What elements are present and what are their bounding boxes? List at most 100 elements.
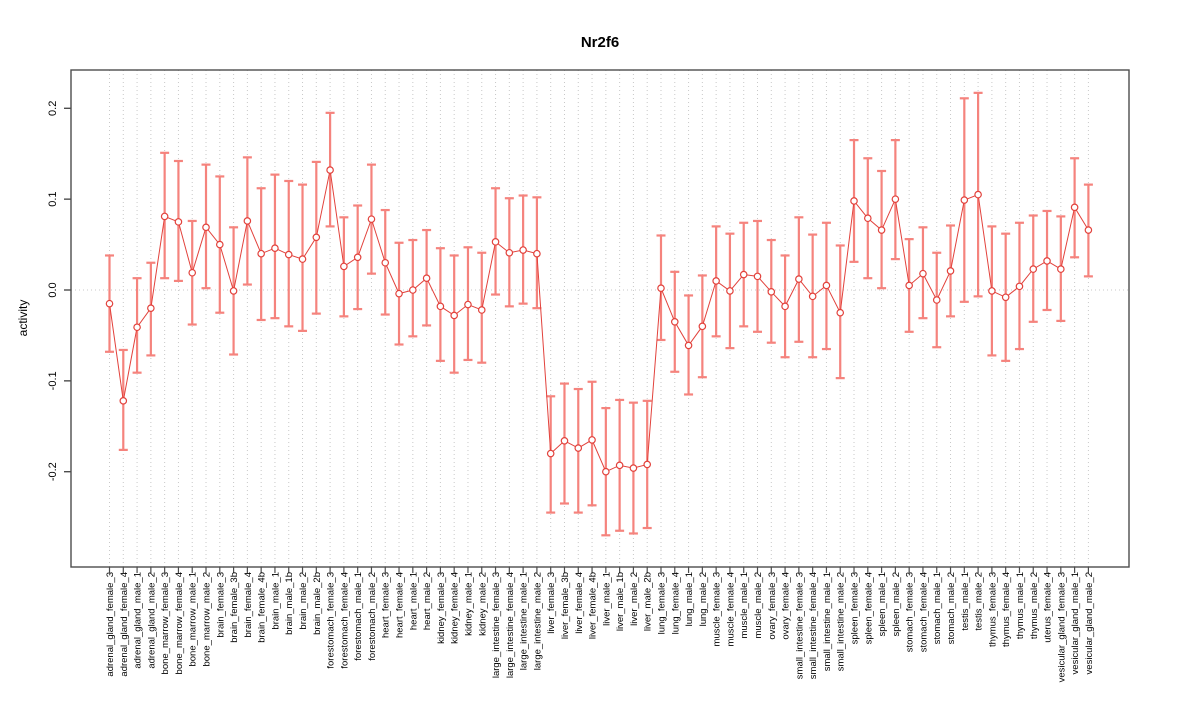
x-tick-label: brain_female_3b [229, 572, 240, 643]
data-point [353, 253, 362, 262]
x-tick-label: kidney_female_3 [436, 572, 447, 644]
data-point [422, 274, 431, 282]
data-point [891, 195, 900, 203]
x-tick-label: small_intestine_male_2 [836, 572, 847, 671]
x-tick-label: stomach_male_1 [932, 572, 943, 644]
x-tick-label: adrenal_gland_female_4 [119, 572, 130, 677]
data-point [450, 311, 458, 320]
data-point [505, 248, 514, 257]
x-tick-label: kidney_female_4 [450, 572, 461, 644]
data-point [726, 287, 734, 295]
data-point [257, 249, 265, 258]
data-point [629, 464, 638, 472]
data-point [312, 233, 321, 242]
data-point [284, 250, 293, 259]
data-point [326, 166, 334, 174]
x-tick-label: lung_male_2 [698, 572, 709, 626]
data-point [822, 281, 831, 290]
x-tick-label: forestomach_male_1 [353, 572, 364, 661]
x-tick-label: forestomach_female_3 [326, 572, 337, 669]
x-tick-label: heart_male_1 [408, 572, 419, 630]
data-point [670, 317, 679, 326]
data-point [340, 262, 348, 271]
plot-box [70, 69, 1130, 568]
x-tick-label: adrenal_gland_male_2 [146, 572, 157, 669]
x-tick-label: kidney_male_2 [477, 572, 488, 636]
chart-title: Nr2f6 [581, 34, 619, 51]
x-tick-label: brain_male_2 [298, 572, 309, 630]
x-tick-label: muscle_male_2 [753, 572, 764, 639]
x-tick-label: large_intestine_male_1 [519, 572, 530, 670]
x-tick-label: brain_female_4b [257, 572, 268, 643]
x-tick-label: ovary_female_3 [767, 572, 778, 640]
data-point [850, 197, 858, 205]
data-point [409, 286, 417, 294]
data-point [712, 277, 720, 285]
data-point [974, 190, 982, 199]
x-tick-label: testis_male_1 [960, 572, 971, 631]
x-tick-label: testis_male_2 [974, 572, 985, 631]
data-point [643, 460, 652, 469]
data-point [188, 268, 197, 277]
x-tick-label: thymus_male_2 [1029, 572, 1040, 639]
x-tick-label: uterus_female_4 [1043, 572, 1054, 643]
data-point [932, 296, 941, 304]
y-tick-label: -0.1 [47, 371, 59, 390]
plot-frame [64, 69, 1130, 573]
data-marks [105, 91, 1093, 537]
x-tick-label: large_intestine_male_2 [532, 572, 543, 670]
data-point [395, 289, 403, 298]
x-tick-label: liver_female_3 [546, 572, 557, 634]
data-point [533, 249, 541, 258]
x-tick-label: liver_female_3b [560, 572, 571, 639]
x-tick-label: adrenal_gland_male_1 [133, 572, 144, 669]
x-tick-label: brain_female_4 [243, 572, 254, 638]
data-point [381, 258, 390, 267]
data-point [491, 238, 500, 246]
x-tick-label: lung_female_3 [656, 572, 667, 634]
data-point [367, 215, 376, 223]
x-tick-label: spleen_female_3 [850, 572, 861, 644]
data-point [988, 287, 996, 295]
data-point [1001, 293, 1010, 302]
x-tick-label: thymus_female_3 [987, 572, 998, 647]
data-point [271, 244, 279, 253]
data-point [519, 246, 527, 254]
x-tick-label: spleen_male_2 [891, 572, 902, 636]
data-point [560, 437, 569, 445]
x-tick-label: brain_male_2b [312, 572, 323, 635]
x-tick-label: ovary_female_4 [781, 572, 792, 640]
data-point [919, 269, 927, 278]
x-tick-label: bone_marrow_male_1 [188, 572, 199, 667]
x-tick-label: lung_male_1 [684, 572, 695, 626]
x-tick-label: thymus_female_4 [1001, 572, 1012, 647]
data-point [436, 302, 445, 311]
data-point [864, 214, 872, 223]
x-tick-label: small_intestine_male_1 [822, 572, 833, 671]
x-tick-label: heart_female_3 [381, 572, 392, 638]
data-point [739, 270, 748, 279]
x-tick-label: heart_female_4 [395, 572, 406, 638]
data-point [1029, 265, 1038, 273]
x-tick-label: kidney_male_1 [463, 572, 474, 636]
x-tick-label: brain_male_1b [284, 572, 295, 635]
x-tick-label: lung_female_4 [670, 572, 681, 634]
data-point [215, 240, 224, 249]
data-point [147, 304, 155, 312]
data-point [1070, 203, 1079, 212]
x-tick-label: brain_male_1 [270, 572, 281, 630]
data-point [298, 255, 307, 263]
data-point [698, 322, 707, 331]
data-point [795, 275, 803, 283]
data-point [602, 467, 610, 476]
data-point [960, 196, 969, 204]
data-point [477, 306, 486, 314]
data-point [615, 461, 624, 470]
data-point [905, 281, 913, 290]
y-tick-label: -0.2 [47, 462, 59, 481]
data-point [836, 308, 845, 317]
data-point [1057, 265, 1065, 273]
x-tick-label: adrenal_gland_female_3 [105, 572, 116, 677]
